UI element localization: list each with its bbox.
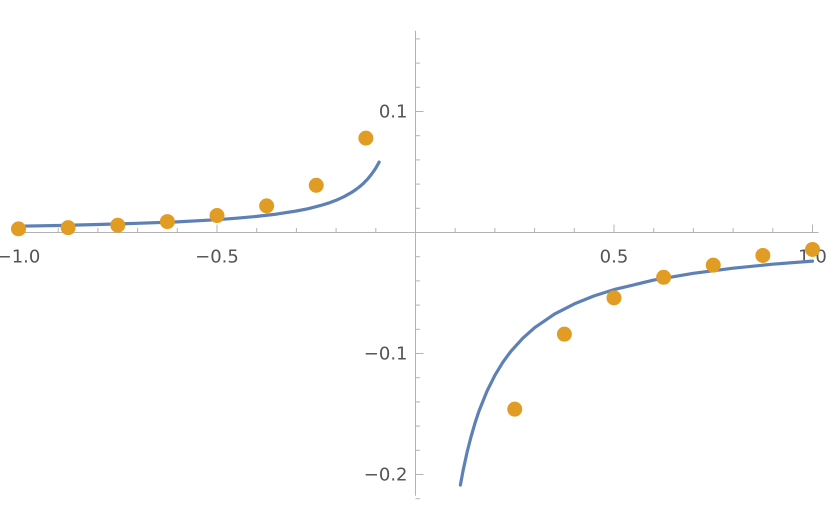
data-point [60,220,76,236]
axis-ticks [18,38,813,500]
x-tick-label: −1.0 [0,247,40,268]
data-point [159,214,175,230]
data-point [606,290,622,306]
data-point [11,221,26,237]
data-point [110,217,126,233]
data-point [308,177,324,193]
axes [12,30,819,496]
x-tick-label: −0.5 [195,247,239,268]
data-point [358,130,374,146]
y-tick-label: 0.1 [379,102,408,123]
data-point [259,198,275,214]
data-point [705,257,721,273]
data-points [11,130,820,417]
curve-right-branch [458,259,815,487]
data-point [755,247,771,263]
y-tick-label: −0.1 [364,344,408,365]
tick-labels: −1.0 −0.5 0.5 1.00.1−0.1−0.2 [0,102,827,486]
data-point [805,241,820,257]
data-point [209,208,225,224]
data-point [507,401,523,417]
data-point [556,326,572,342]
y-tick-label: −0.2 [364,465,408,486]
curve-left-branch [16,160,381,228]
x-tick-label: 0.5 [600,247,629,268]
data-point [656,269,672,285]
